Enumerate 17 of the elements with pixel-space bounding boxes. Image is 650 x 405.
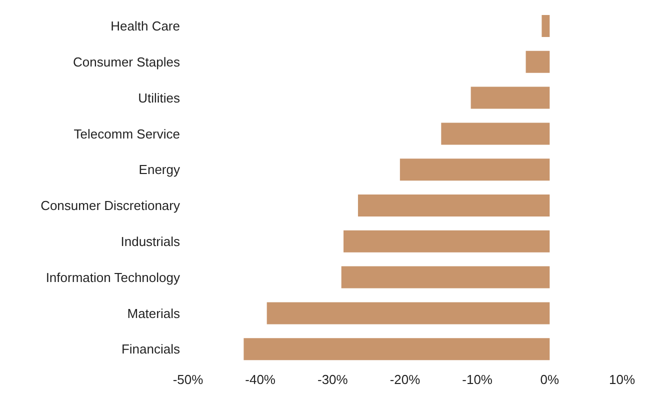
x-tick-label: -10% (462, 372, 493, 388)
x-tick-label: 10% (608, 372, 636, 388)
y-tick-label: Utilities (138, 90, 180, 106)
y-tick-label: Industrials (120, 234, 180, 249)
y-tick-label: Health Care (110, 18, 180, 34)
x-tick-label: -40% (245, 372, 276, 388)
y-tick-label: Energy (138, 162, 180, 178)
y-tick-label: Consumer Staples (73, 54, 180, 70)
y-tick-label: Financials (121, 342, 180, 357)
y-tick-label: Telecomm Service (74, 126, 180, 142)
y-tick-label: Information Technology (46, 270, 180, 285)
x-tick-label: -20% (390, 372, 421, 388)
x-tick-label: -30% (317, 372, 348, 388)
y-tick-label: Consumer Discretionary (40, 198, 180, 214)
x-tick-label: -50% (172, 372, 204, 388)
x-tick-label: 0% (540, 372, 560, 388)
y-tick-label: Materials (127, 306, 180, 321)
